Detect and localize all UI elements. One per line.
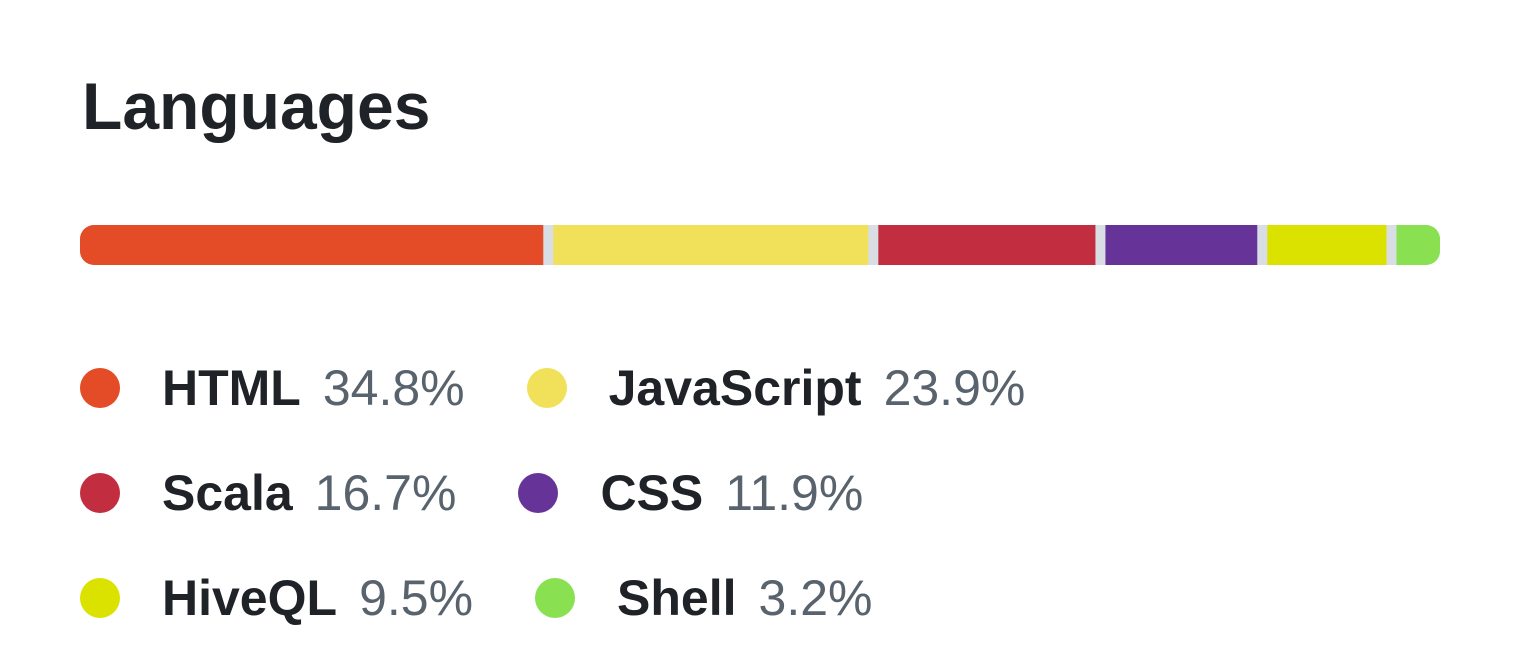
- language-percent: 9.5%: [359, 569, 474, 626]
- language-name: HiveQL: [162, 569, 338, 626]
- legend-dot: [80, 577, 120, 618]
- bar-segment: [80, 225, 544, 265]
- title: Languages: [82, 69, 431, 143]
- legend-item[interactable]: CSS 11.9%: [518, 440, 863, 545]
- language-name: JavaScript: [608, 359, 862, 416]
- bar-segment: [553, 225, 869, 265]
- language-name: Shell: [617, 569, 737, 626]
- legend-dot: [80, 367, 120, 408]
- language-percent: 34.8%: [322, 359, 465, 416]
- legend-item[interactable]: JavaScript 23.9%: [526, 335, 1026, 440]
- language-percent: 23.9%: [883, 359, 1026, 416]
- bar-segment: [1267, 225, 1387, 265]
- legend-item[interactable]: Shell 3.2%: [535, 545, 872, 650]
- legend-item[interactable]: Scala 16.7%: [80, 440, 456, 545]
- language-bar: [80, 225, 1440, 265]
- legend-dot: [535, 577, 576, 618]
- bar-segment: [1105, 225, 1258, 265]
- language-percent: 16.7%: [314, 464, 457, 521]
- language-name: HTML: [162, 359, 301, 416]
- legend-dot: [518, 472, 559, 513]
- language-percent: 3.2%: [758, 569, 873, 626]
- bar-segment: [878, 225, 1096, 265]
- bar-segments: [80, 225, 1440, 265]
- language-percent: 11.9%: [725, 464, 864, 521]
- bar-segment: [1396, 225, 1440, 265]
- legend-dot: [526, 367, 567, 408]
- language-name: Scala: [162, 464, 293, 521]
- language-name: CSS: [600, 464, 704, 521]
- legend-item[interactable]: HiveQL 9.5%: [80, 545, 473, 650]
- legend-item[interactable]: HTML 34.8%: [80, 335, 465, 440]
- legend-dot: [80, 472, 120, 513]
- legend: HTML 34.8% JavaScript 23.9% Scala 16.7% CSS 11.…: [80, 335, 1280, 650]
